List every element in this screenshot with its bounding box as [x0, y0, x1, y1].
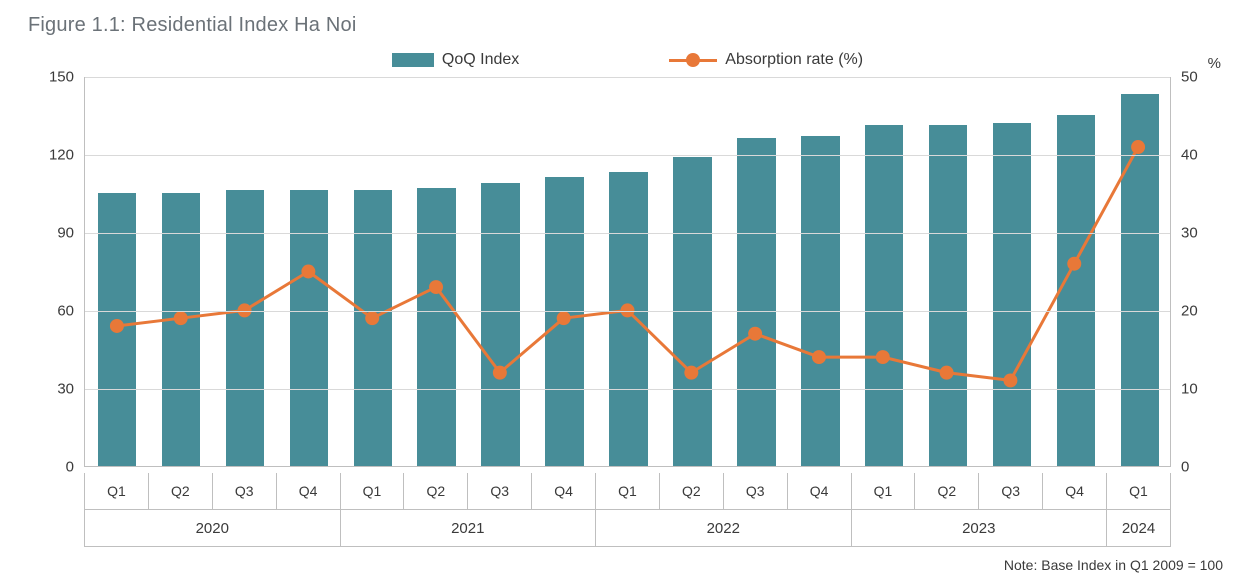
legend-swatch-line — [669, 53, 717, 67]
x-tick-year: 2021 — [340, 510, 596, 547]
legend-label-bar: QoQ Index — [442, 51, 519, 69]
bar — [354, 190, 392, 466]
x-tick-year: 2024 — [1107, 510, 1171, 547]
y2-tick-label: 10 — [1181, 381, 1229, 398]
bars-layer — [85, 77, 1170, 466]
x-tick-quarter: Q1 — [851, 473, 915, 510]
y2-tick-label: 50 — [1181, 69, 1229, 86]
gridline — [85, 155, 1170, 156]
bar — [865, 125, 903, 466]
bar — [545, 177, 583, 466]
legend-label-line: Absorption rate (%) — [725, 51, 863, 69]
y2-tick-label: 20 — [1181, 303, 1229, 320]
bar — [481, 183, 519, 466]
gridline — [85, 311, 1170, 312]
bar — [737, 138, 775, 466]
legend-item-line: Absorption rate (%) — [669, 51, 863, 69]
y1-tick-label: 60 — [26, 303, 74, 320]
x-tick-quarter: Q2 — [915, 473, 979, 510]
bar — [1121, 94, 1159, 466]
x-tick-quarter: Q1 — [85, 473, 149, 510]
x-tick-quarter: Q1 — [340, 473, 404, 510]
x-tick-year: 2020 — [85, 510, 341, 547]
y2-tick-label: 0 — [1181, 459, 1229, 476]
note-text: Note: Base Index in Q1 2009 = 100 — [26, 557, 1223, 573]
y1-tick-label: 120 — [26, 147, 74, 164]
x-axis-quarters-row: Q1Q2Q3Q4Q1Q2Q3Q4Q1Q2Q3Q4Q1Q2Q3Q4Q1 — [85, 473, 1171, 510]
x-axis-years-row: 20202021202220232024 — [85, 510, 1171, 547]
chart-area: % 030609012015001020304050 — [26, 77, 1229, 467]
bar — [417, 188, 455, 466]
bar — [801, 136, 839, 466]
x-tick-quarter: Q2 — [148, 473, 212, 510]
x-tick-quarter: Q4 — [276, 473, 340, 510]
gridline — [85, 77, 1170, 78]
x-tick-quarter: Q3 — [468, 473, 532, 510]
x-axis: Q1Q2Q3Q4Q1Q2Q3Q4Q1Q2Q3Q4Q1Q2Q3Q4Q1 20202… — [84, 473, 1171, 547]
x-tick-quarter: Q4 — [532, 473, 596, 510]
legend-swatch-bar — [392, 53, 434, 67]
x-tick-quarter: Q2 — [659, 473, 723, 510]
x-tick-quarter: Q4 — [1043, 473, 1107, 510]
y2-tick-label: 40 — [1181, 147, 1229, 164]
figure-container: Figure 1.1: Residential Index Ha Noi QoQ… — [0, 0, 1255, 564]
x-tick-quarter: Q1 — [1107, 473, 1171, 510]
bar — [929, 125, 967, 466]
x-tick-year: 2023 — [851, 510, 1107, 547]
gridline — [85, 233, 1170, 234]
gridline — [85, 389, 1170, 390]
legend-item-bar: QoQ Index — [392, 51, 519, 69]
y2-tick-label: 30 — [1181, 225, 1229, 242]
bar — [609, 172, 647, 466]
x-tick-quarter: Q1 — [596, 473, 660, 510]
y1-tick-label: 150 — [26, 69, 74, 86]
bar — [993, 123, 1031, 466]
y1-tick-label: 90 — [26, 225, 74, 242]
x-tick-quarter: Q3 — [723, 473, 787, 510]
x-tick-year: 2022 — [596, 510, 852, 547]
bar — [290, 190, 328, 466]
bar — [226, 190, 264, 466]
y1-tick-label: 30 — [26, 381, 74, 398]
x-tick-quarter: Q3 — [979, 473, 1043, 510]
x-tick-quarter: Q4 — [787, 473, 851, 510]
plot-area — [84, 77, 1171, 467]
y1-tick-label: 0 — [26, 459, 74, 476]
bar — [1057, 115, 1095, 466]
x-tick-quarter: Q2 — [404, 473, 468, 510]
legend: QoQ Index Absorption rate (%) — [26, 51, 1229, 69]
figure-title: Figure 1.1: Residential Index Ha Noi — [28, 14, 1229, 37]
x-tick-quarter: Q3 — [212, 473, 276, 510]
x-axis-table: Q1Q2Q3Q4Q1Q2Q3Q4Q1Q2Q3Q4Q1Q2Q3Q4Q1 20202… — [84, 473, 1171, 547]
